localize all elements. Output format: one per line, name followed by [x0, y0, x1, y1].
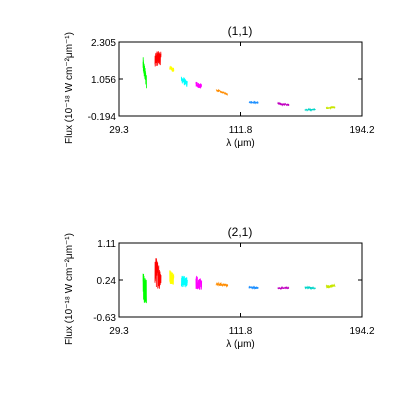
spectrum-segment-9: [304, 285, 316, 291]
panel-1-frame: [118, 41, 363, 117]
panel-1-xtick-right: 194.2: [349, 125, 374, 136]
panel-1-xtick-left: 29.3: [109, 125, 129, 136]
panel-1-ylabel: Flux (10⁻¹⁸ W cm⁻²μm⁻¹): [64, 32, 75, 144]
panel-1-data: [142, 51, 336, 112]
panel-2-ytick-top: 1.11: [97, 239, 116, 250]
spectrum-segment-8: [277, 101, 290, 107]
panel-2-frame: [118, 242, 363, 318]
spectrum-segment-8: [277, 285, 290, 291]
spectrum-segment-10: [325, 105, 336, 110]
spectrum-segment-3: [169, 65, 175, 73]
panel-2-xlabel: λ (μm): [226, 339, 255, 350]
panel-1-ytick-bottom: -0.194: [88, 112, 117, 123]
spectrum-segment-6: [215, 281, 229, 288]
spectrum-segment-2: [154, 258, 162, 289]
panel-2-ytick-bottom: -0.63: [93, 313, 116, 324]
panel-2-title: (2,1): [228, 225, 253, 239]
spectrum-segment-1: [142, 57, 147, 89]
spectrum-segment-3: [169, 270, 175, 285]
spectrum-segment-9: [304, 107, 316, 112]
panel-1-ytick-mid: 1.056: [91, 75, 116, 86]
panel-2-xtick-mid: 111.8: [229, 326, 253, 337]
spectrum-segment-7: [248, 285, 259, 290]
spectrum-segment-10: [325, 283, 336, 289]
panel-2-x-ticks: [118, 243, 363, 317]
panel-2-xtick-left: 29.3: [109, 326, 129, 337]
spectrum-segment-6: [215, 88, 228, 96]
panel-1-x-ticks: [118, 42, 363, 116]
panel-2: (2,1) 1.11 0.24 -0.63 29.3 111.8 194.2 λ…: [64, 225, 375, 350]
panel-1-ytick-top: 2.305: [91, 38, 116, 49]
spectrum-segment-4: [180, 76, 188, 87]
spectrum-segment-5: [195, 275, 203, 290]
panel-1-xtick-mid: 111.8: [229, 125, 253, 136]
spectrum-segment-1: [142, 273, 147, 304]
panel-2-y-ticks: [119, 242, 362, 318]
panel-1: (1,1) 2.305 1.056 -0.194 29.3 111.8 194.…: [64, 24, 375, 149]
panel-2-ylabel: Flux (10⁻¹⁸ W cm⁻²μm⁻¹): [64, 233, 75, 345]
panel-1-y-ticks: [119, 41, 362, 117]
panel-2-ytick-mid: 0.24: [97, 276, 117, 287]
spectrum-segment-5: [195, 81, 203, 89]
spectrum-segment-7: [248, 100, 259, 105]
spectrum-segment-2: [154, 51, 162, 67]
panel-1-title: (1,1): [228, 24, 253, 38]
panel-2-data: [142, 258, 336, 304]
panel-1-xlabel: λ (μm): [226, 138, 255, 149]
panel-2-xtick-right: 194.2: [349, 326, 374, 337]
spectrum-segment-4: [180, 275, 188, 288]
